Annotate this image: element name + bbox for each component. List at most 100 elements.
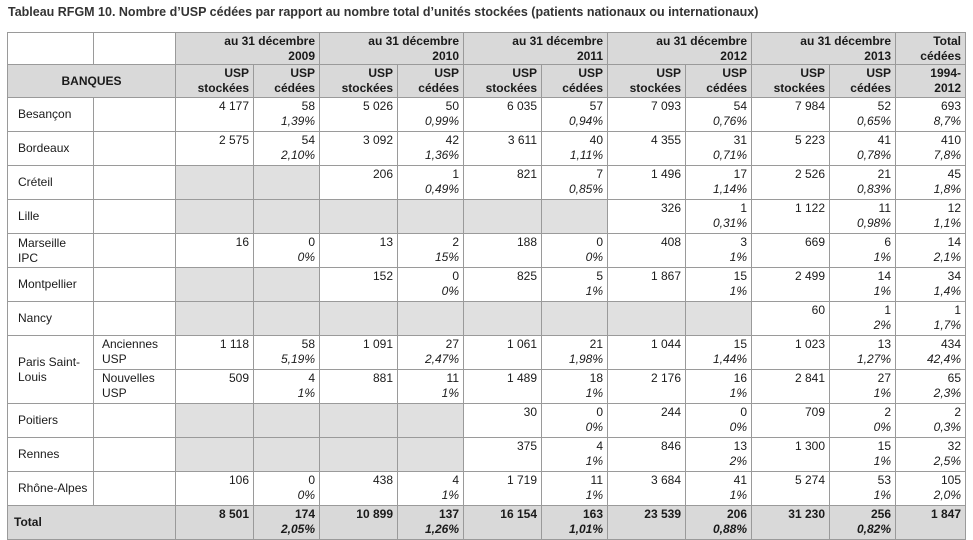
cell-percent: 2,3% — [933, 386, 961, 400]
usp-stockees-cell: 30 — [463, 403, 542, 438]
total-cedees-cell: 14 2,1% — [895, 233, 966, 268]
cell-percent: 2,1% — [933, 250, 961, 264]
cell-percent: 0% — [297, 488, 315, 502]
bank-name: Lille — [7, 199, 94, 234]
cell-value: 326 — [660, 201, 681, 215]
header-usp-stockees: USP stockées — [751, 64, 830, 98]
cell-value: 5 223 — [794, 133, 825, 147]
empty-cell — [397, 301, 464, 336]
empty-cell — [463, 301, 542, 336]
cell-value: 4 355 — [650, 133, 681, 147]
cell-value: 152 — [372, 269, 393, 283]
total-usp-stockees: 10 899 — [319, 505, 398, 540]
usp-cedees-cell: 11 1% — [541, 471, 608, 506]
cell-percent: 1,1% — [933, 216, 961, 230]
cell-value: 8 501 — [218, 507, 249, 521]
header-blank — [7, 32, 94, 65]
cell-percent: 1% — [585, 488, 603, 502]
total-cedees-cell: 32 2,5% — [895, 437, 966, 472]
cell-value: 4 — [452, 473, 459, 487]
cell-percent: 2,10% — [280, 148, 315, 162]
usp-cedees-cell: 58 1,39% — [253, 97, 320, 132]
cell-value: 7 — [596, 167, 603, 181]
usp-cedees-cell: 42 1,36% — [397, 131, 464, 166]
cell-percent: 1% — [873, 250, 891, 264]
total-usp-cedees: 256 0,82% — [829, 505, 896, 540]
usp-stockees-cell: 375 — [463, 437, 542, 472]
cell-value: 0 — [596, 235, 603, 249]
usp-cedees-cell: 4 1% — [253, 369, 320, 404]
usp-stockees-cell: 1 118 — [175, 335, 254, 370]
cell-percent: 1,7% — [933, 318, 961, 332]
cell-value: 709 — [804, 405, 825, 419]
cell-value: 2 575 — [218, 133, 249, 147]
total-row: Total 8 501 174 2,05% 10 899 137 1,26% 16 154 16… — [7, 505, 966, 540]
usp-cedees-cell: 4 1% — [541, 437, 608, 472]
bank-name: Poitiers — [7, 403, 94, 438]
cell-value: 206 — [372, 167, 393, 181]
cell-value: 669 — [804, 235, 825, 249]
bank-subtype-empty — [93, 199, 176, 234]
header-usp-cedees: USP cédées — [253, 64, 320, 98]
usp-stockees-cell: 1 122 — [751, 199, 830, 234]
usp-cedees-cell: 57 0,94% — [541, 97, 608, 132]
header-row-years: au 31 décembre 2009 au 31 décembre 2010 au… — [7, 32, 966, 65]
usp-stockees-cell: 2 176 — [607, 369, 686, 404]
bank-subtype-empty — [93, 233, 176, 268]
cell-percent: 1% — [441, 386, 459, 400]
usp-stockees-cell: 5 274 — [751, 471, 830, 506]
table-row: Nouvelles USP 509 4 1% 881 11 1% 1 489 18 1% 2 176… — [8, 369, 966, 404]
usp-cedees-cell: 1 2% — [829, 301, 896, 336]
usp-stockees-cell: 3 092 — [319, 131, 398, 166]
cell-value: 14 — [877, 269, 891, 283]
cell-value: 3 611 — [507, 133, 537, 147]
usp-cedees-cell: 3 1% — [685, 233, 752, 268]
empty-cell — [319, 199, 398, 234]
table-row: Lille 326 1 0,31% 1 122 11 0,98% 12 1,1% — [7, 199, 966, 234]
usp-stockees-cell: 1 496 — [607, 165, 686, 200]
cell-value: 3 684 — [650, 473, 681, 487]
header-total: Total cédées — [895, 32, 966, 65]
header-period: 1994- 2012 — [895, 64, 966, 98]
cell-value: 7 984 — [794, 99, 825, 113]
usp-cedees-cell: 0 0% — [397, 267, 464, 302]
cell-value: 15 — [733, 337, 747, 351]
cell-percent: 0,98% — [856, 216, 891, 230]
bank-name: Paris Saint-Louis — [7, 335, 94, 404]
cell-percent: 1,36% — [424, 148, 459, 162]
cell-value: 2 176 — [650, 371, 681, 385]
total-cedees-cell: 65 2,3% — [895, 369, 966, 404]
cell-percent: 0,83% — [856, 182, 891, 196]
cell-percent: 42,4% — [926, 352, 961, 366]
cell-value: 137 — [438, 507, 459, 521]
cell-value: 174 — [294, 507, 315, 521]
cell-percent: 1% — [585, 454, 603, 468]
header-year: au 31 décembre 2009 — [175, 32, 320, 65]
usp-cedees-cell: 41 1% — [685, 471, 752, 506]
usp-stockees-cell: 1 300 — [751, 437, 830, 472]
cell-value: 4 — [308, 371, 315, 385]
empty-cell — [253, 165, 320, 200]
header-usp-stockees: USP stockées — [175, 64, 254, 98]
usp-cedees-cell: 4 1% — [397, 471, 464, 506]
cell-percent: 1,27% — [856, 352, 891, 366]
cell-percent: 0,49% — [424, 182, 459, 196]
cell-value: 45 — [947, 167, 961, 181]
cell-percent: 1% — [729, 284, 747, 298]
cell-value: 13 — [379, 235, 393, 249]
cell-value: 16 — [733, 371, 747, 385]
header-year: au 31 décembre 2013 — [751, 32, 896, 65]
cell-value: 14 — [947, 235, 961, 249]
cell-value: 16 — [235, 235, 249, 249]
usp-cedees-cell: 41 0,78% — [829, 131, 896, 166]
usp-cedees-cell: 13 2% — [685, 437, 752, 472]
cell-value: 2 — [452, 235, 459, 249]
total-usp-stockees: 16 154 — [463, 505, 542, 540]
cell-percent: 0% — [441, 284, 459, 298]
cell-value: 41 — [877, 133, 891, 147]
cell-value: 2 841 — [794, 371, 825, 385]
cell-value: 18 — [589, 371, 603, 385]
usp-stockees-cell: 5 026 — [319, 97, 398, 132]
usp-stockees-cell: 106 — [175, 471, 254, 506]
cell-percent: 0,71% — [712, 148, 747, 162]
